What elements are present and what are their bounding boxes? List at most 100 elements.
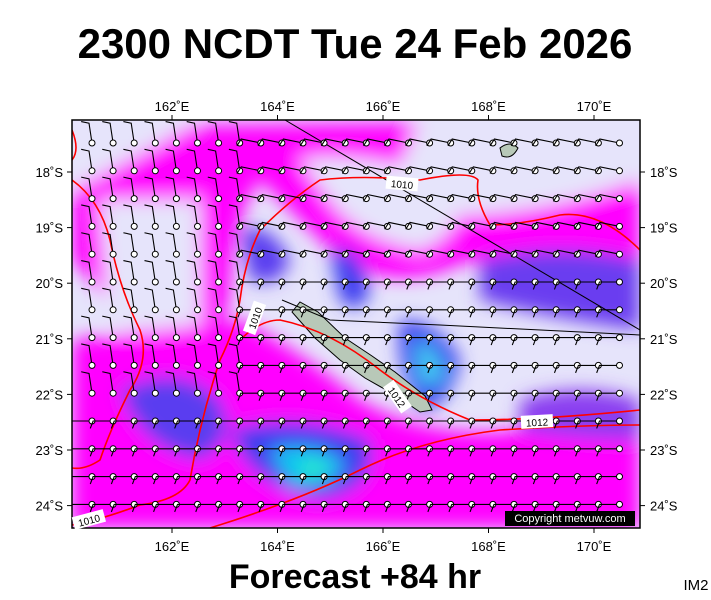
wind-barb	[406, 309, 430, 318]
wind-barb	[278, 194, 304, 202]
wind-barb	[279, 503, 303, 513]
wind-barb	[552, 194, 578, 202]
station	[109, 167, 117, 175]
wind-barb	[574, 249, 599, 258]
wind-barb	[300, 337, 325, 346]
wind-barb	[531, 166, 557, 174]
station	[215, 334, 223, 342]
wind-barb	[299, 138, 325, 147]
wind-barb	[384, 249, 409, 258]
wind-barb	[279, 281, 303, 290]
wind-barb	[469, 309, 493, 318]
wind-barb	[342, 309, 367, 318]
lon-label: 162˚E	[155, 99, 190, 114]
wind-barb	[553, 448, 578, 457]
wind-barb	[511, 364, 536, 374]
wind-barb	[574, 221, 599, 230]
wind-barb	[102, 232, 114, 255]
wind-barb	[320, 138, 346, 147]
wind-barb	[320, 249, 346, 258]
wind-barb	[575, 420, 599, 429]
wind-barb	[228, 204, 241, 227]
station	[151, 167, 159, 175]
wind-barb	[207, 148, 220, 171]
wind-barb	[258, 503, 282, 513]
wind-barb	[469, 281, 493, 290]
station	[151, 389, 159, 397]
wind-barb	[532, 392, 557, 401]
station	[194, 250, 201, 258]
wind-barb	[553, 476, 578, 485]
wind-barb	[81, 315, 93, 338]
wind-barb	[102, 120, 114, 144]
lat-label: 22˚S	[36, 387, 64, 402]
wind-barb	[195, 448, 219, 457]
wind-barb	[342, 392, 367, 401]
wind-barb	[207, 287, 220, 310]
wind-barb	[299, 194, 325, 202]
lat-label: 22˚S	[650, 387, 678, 402]
wind-barb	[532, 364, 557, 374]
wind-barb	[300, 309, 325, 318]
lat-label: 18˚S	[36, 165, 64, 180]
wind-barb	[236, 138, 261, 147]
wind-barb	[236, 249, 261, 258]
wind-barb	[342, 448, 367, 457]
wind-barb	[174, 476, 198, 485]
wind-barb	[342, 420, 367, 429]
wind-barb	[490, 281, 514, 290]
station	[215, 389, 223, 397]
map-area	[72, 120, 640, 528]
wind-barb	[384, 221, 409, 230]
wind-barb	[575, 309, 599, 318]
wind-barb	[131, 503, 156, 513]
wind-barb	[596, 476, 620, 485]
wind-barb	[258, 364, 282, 374]
wind-barb	[144, 148, 156, 171]
wind-barb	[81, 120, 93, 144]
wind-barb	[123, 259, 135, 283]
wind-barb	[553, 364, 578, 374]
wind-barb	[258, 392, 282, 401]
wind-barb	[81, 287, 93, 310]
wind-barb	[511, 476, 536, 485]
wind-barb	[575, 503, 599, 513]
station	[616, 195, 623, 203]
wind-barb	[165, 315, 177, 338]
wind-barb	[532, 476, 557, 485]
wind-barb	[596, 448, 620, 457]
wind-barb	[342, 337, 367, 346]
wind-barb	[385, 364, 409, 374]
wind-barb	[596, 503, 620, 513]
wind-barb	[144, 204, 156, 227]
wind-barb	[102, 148, 114, 171]
wind-barb	[216, 476, 240, 485]
wind-barb	[448, 392, 472, 401]
copyright: Copyright metvuw.com	[514, 513, 625, 525]
station	[616, 278, 623, 286]
lat-label: 18˚S	[650, 165, 678, 180]
island	[499, 143, 519, 158]
wind-barb	[300, 364, 325, 374]
wind-barb	[228, 232, 241, 255]
wind-barb	[81, 176, 93, 199]
wind-barb	[447, 249, 472, 258]
wind-barb	[165, 148, 177, 171]
wind-barbs	[72, 120, 623, 513]
wind-barb	[165, 176, 177, 199]
wind-barb	[490, 448, 514, 457]
wind-barb	[207, 232, 220, 255]
wind-barb	[427, 420, 451, 429]
wind-barb	[321, 364, 346, 374]
station	[109, 334, 117, 342]
station	[88, 195, 96, 203]
station	[616, 389, 623, 397]
wind-barb	[321, 309, 346, 318]
wind-barb	[300, 476, 325, 485]
lat-label: 21˚S	[650, 332, 678, 347]
station	[151, 222, 159, 230]
wind-barb	[364, 420, 388, 429]
station	[616, 361, 623, 369]
wind-barb	[279, 420, 303, 429]
wind-barb	[165, 343, 177, 366]
